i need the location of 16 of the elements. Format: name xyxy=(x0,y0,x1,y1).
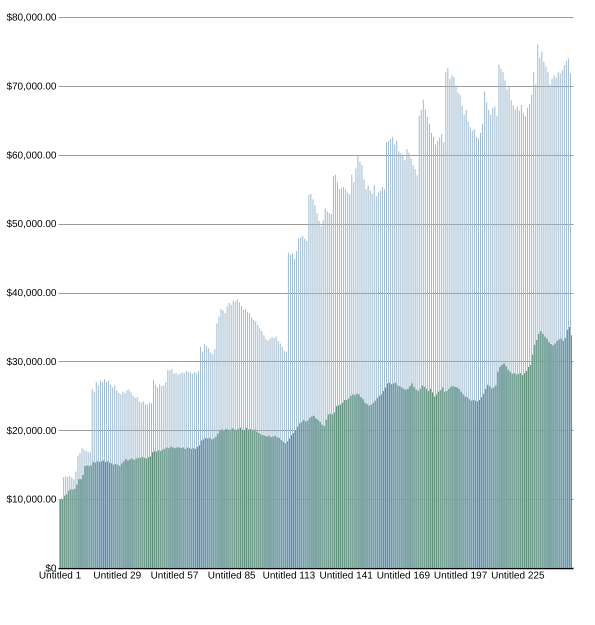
x-tick-label: Untitled 169 xyxy=(376,570,430,582)
x-tick-label: Untitled 225 xyxy=(491,570,545,582)
y-tick-label: $20,000.00 xyxy=(6,426,57,437)
y-tick-label: $10,000.00 xyxy=(6,494,57,506)
y-tick-label: $70,000.00 xyxy=(6,81,57,92)
x-tick-label: Untitled 141 xyxy=(319,570,374,582)
x-tick-label: Untitled 29 xyxy=(93,570,142,582)
y-tick-label: $50,000.00 xyxy=(6,219,57,230)
y-tick-label: $60,000.00 xyxy=(6,150,57,162)
x-tick-label: Untitled 85 xyxy=(208,570,256,582)
x-tick-label: Untitled 113 xyxy=(262,570,316,582)
x-tick-label: Untitled 57 xyxy=(150,570,199,582)
x-tick-label: Untitled 197 xyxy=(434,570,488,582)
y-tick-label: $80,000.00 xyxy=(6,12,57,24)
y-tick-label: $30,000.00 xyxy=(6,356,57,368)
y-tick-label: $40,000.00 xyxy=(6,288,57,299)
